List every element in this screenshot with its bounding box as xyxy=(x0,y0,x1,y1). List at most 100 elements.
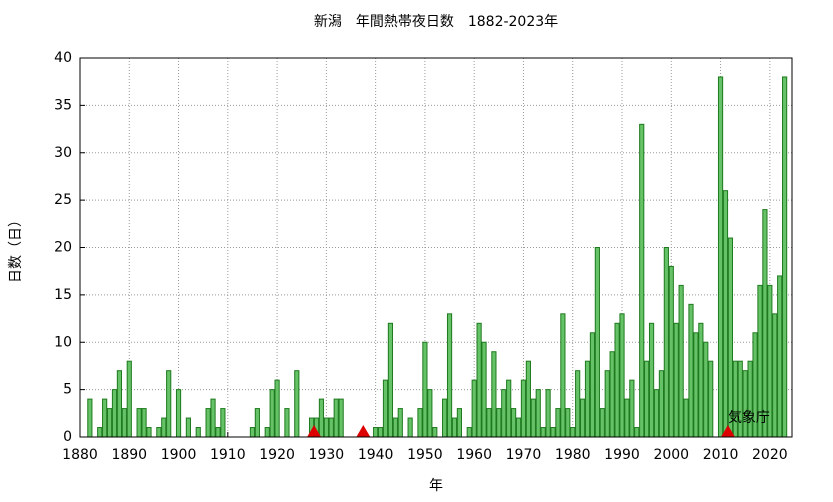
y-tick-label: 25 xyxy=(54,192,72,208)
bar xyxy=(481,341,487,438)
bar xyxy=(323,417,329,438)
bar xyxy=(515,417,522,438)
bar xyxy=(274,379,280,438)
bar xyxy=(185,417,191,438)
x-axis-label: 年 xyxy=(429,478,443,494)
bar xyxy=(318,398,325,438)
bar xyxy=(525,360,531,438)
x-tick-label: 1980 xyxy=(555,447,591,463)
bar xyxy=(466,427,472,438)
bar xyxy=(338,398,344,438)
bar xyxy=(195,427,201,438)
bar xyxy=(599,408,605,438)
bar xyxy=(648,322,655,438)
y-tick-label: 5 xyxy=(63,382,72,398)
bar xyxy=(614,322,620,438)
y-tick-label: 20 xyxy=(54,240,72,256)
bar xyxy=(703,341,709,438)
bar xyxy=(717,76,724,438)
bar xyxy=(550,427,556,438)
bar xyxy=(166,370,172,438)
bar xyxy=(373,427,379,438)
bar xyxy=(446,313,453,438)
x-tick-label: 1960 xyxy=(456,447,492,463)
bar xyxy=(136,408,142,438)
bar xyxy=(624,398,630,438)
x-tick-label: 2000 xyxy=(653,447,689,463)
x-tick-label: 1890 xyxy=(111,447,147,463)
bar xyxy=(545,389,551,438)
bar xyxy=(146,427,152,438)
bar xyxy=(496,408,502,438)
bar xyxy=(501,389,507,438)
event-marker xyxy=(720,425,735,437)
bar xyxy=(594,247,600,438)
bar xyxy=(619,313,625,438)
bar xyxy=(579,398,586,438)
x-tick-label: 1930 xyxy=(309,447,345,463)
bar xyxy=(777,275,783,438)
bar xyxy=(377,427,384,438)
bar xyxy=(456,408,462,438)
bar xyxy=(570,427,576,438)
x-tick-label: 1970 xyxy=(506,447,542,463)
bar xyxy=(486,408,492,438)
bar xyxy=(264,427,270,438)
x-tick-label: 1910 xyxy=(210,447,246,463)
bar xyxy=(742,370,748,438)
y-axis-label: 日数（日） xyxy=(8,213,24,283)
bar xyxy=(284,408,290,438)
x-tick-label: 2020 xyxy=(752,447,788,463)
bar xyxy=(392,417,398,438)
bar xyxy=(629,379,635,438)
bar xyxy=(249,427,256,438)
bar xyxy=(565,408,571,438)
bar xyxy=(782,76,788,438)
bar xyxy=(673,322,679,438)
bar xyxy=(663,247,669,438)
bar xyxy=(215,427,221,438)
x-tick-label: 2010 xyxy=(703,447,739,463)
bar xyxy=(683,398,689,438)
bar xyxy=(210,398,216,438)
bar xyxy=(634,427,640,438)
bar xyxy=(491,351,497,438)
plot-frame xyxy=(79,57,793,438)
bar xyxy=(722,190,729,438)
bar xyxy=(254,408,260,438)
bar xyxy=(220,408,226,438)
bar xyxy=(294,370,300,438)
bar xyxy=(442,398,448,438)
bar xyxy=(87,398,93,438)
bar xyxy=(698,322,704,438)
bar xyxy=(639,123,645,438)
event-marker xyxy=(307,425,322,437)
bar xyxy=(422,341,428,438)
bar xyxy=(141,408,147,438)
bar xyxy=(511,408,517,438)
bar xyxy=(161,417,167,438)
bar xyxy=(97,427,103,438)
bar xyxy=(328,417,334,438)
bar xyxy=(609,351,615,438)
event-marker xyxy=(356,425,371,437)
bar xyxy=(102,398,108,438)
bar xyxy=(451,417,458,438)
y-tick-label: 15 xyxy=(54,287,72,303)
bar xyxy=(106,408,113,438)
y-tick-label: 10 xyxy=(54,334,72,350)
bar xyxy=(762,209,768,438)
bar xyxy=(116,370,123,438)
bar xyxy=(506,379,512,438)
bar xyxy=(708,360,714,438)
bar xyxy=(555,408,561,438)
bar xyxy=(584,360,591,438)
bar xyxy=(560,313,566,438)
bar xyxy=(658,370,665,438)
x-tick-label: 1950 xyxy=(407,447,443,463)
bar xyxy=(175,389,182,438)
bar xyxy=(668,265,674,438)
x-tick-label: 1920 xyxy=(259,447,295,463)
y-tick-label: 30 xyxy=(54,145,72,161)
